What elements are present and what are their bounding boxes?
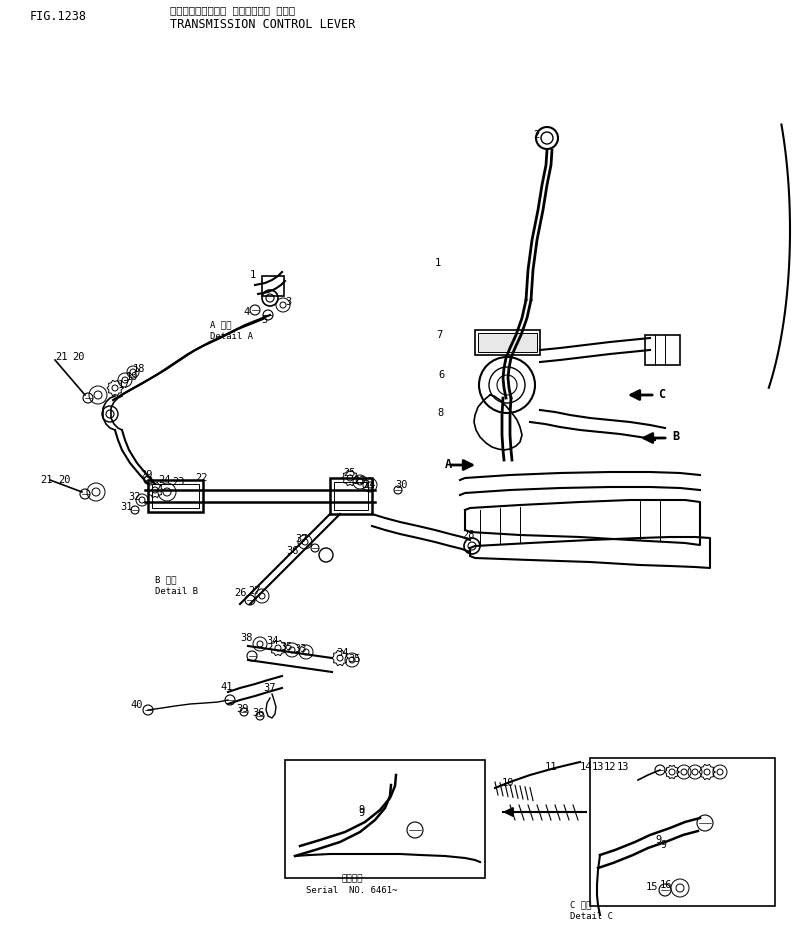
- Bar: [478, 333, 537, 352]
- Text: 28: 28: [462, 530, 475, 540]
- Text: 37: 37: [295, 534, 308, 544]
- Bar: [148, 480, 203, 512]
- Text: 19: 19: [126, 372, 138, 382]
- Text: 2: 2: [533, 130, 539, 140]
- Text: 36: 36: [286, 546, 298, 556]
- Text: B: B: [672, 430, 679, 443]
- Bar: [152, 484, 199, 508]
- Text: Detail B: Detail B: [155, 587, 198, 596]
- Text: 40: 40: [130, 700, 142, 710]
- Text: B 詳細: B 詳細: [155, 575, 176, 584]
- Text: 35: 35: [280, 642, 293, 652]
- Text: 34: 34: [336, 648, 348, 658]
- Text: TRANSMISSION CONTROL LEVER: TRANSMISSION CONTROL LEVER: [170, 18, 355, 31]
- Text: 1: 1: [250, 270, 256, 280]
- Bar: [262, 276, 284, 296]
- Text: C 詳細: C 詳細: [570, 900, 591, 909]
- Text: 25: 25: [343, 468, 355, 478]
- Text: 32: 32: [128, 492, 141, 502]
- Text: A: A: [445, 458, 452, 471]
- Text: 37: 37: [263, 683, 276, 693]
- Bar: [475, 330, 540, 355]
- Text: 30: 30: [395, 480, 408, 490]
- Text: トランスミッション コントロール レバー: トランスミッション コントロール レバー: [170, 5, 295, 15]
- Text: 23: 23: [172, 477, 184, 487]
- Text: 9: 9: [655, 835, 661, 845]
- Text: 10: 10: [502, 778, 514, 788]
- Text: 31: 31: [120, 502, 133, 512]
- Text: 9: 9: [660, 840, 666, 850]
- Text: A 詳細: A 詳細: [210, 320, 231, 329]
- Text: 39: 39: [236, 704, 249, 714]
- Text: 6: 6: [438, 370, 444, 380]
- Text: 41: 41: [220, 682, 232, 692]
- Text: 18: 18: [133, 364, 145, 374]
- Text: Serial  NO. 6461~: Serial NO. 6461~: [306, 886, 398, 895]
- Text: 8: 8: [437, 408, 444, 418]
- Text: 5: 5: [261, 315, 267, 325]
- Text: 通番号機: 通番号機: [341, 874, 363, 883]
- Text: 24: 24: [158, 475, 170, 485]
- Bar: [285, 760, 485, 878]
- Bar: [334, 482, 368, 510]
- Text: 21: 21: [55, 352, 68, 362]
- Text: 26: 26: [234, 588, 246, 598]
- Text: 21: 21: [40, 475, 52, 485]
- Text: 24: 24: [363, 480, 375, 490]
- Text: 27: 27: [248, 586, 261, 596]
- Text: 9: 9: [358, 808, 364, 818]
- Text: 13: 13: [592, 762, 604, 772]
- Text: 3: 3: [285, 297, 291, 307]
- Text: 14: 14: [580, 762, 592, 772]
- Text: 4: 4: [243, 307, 250, 317]
- Text: 35: 35: [348, 654, 360, 664]
- Text: 12: 12: [604, 762, 616, 772]
- Text: 34: 34: [266, 636, 278, 646]
- Bar: [590, 758, 775, 906]
- Text: 36: 36: [252, 708, 265, 718]
- Text: 11: 11: [545, 762, 557, 772]
- Text: 38: 38: [240, 633, 253, 643]
- Bar: [330, 478, 372, 514]
- Text: 9: 9: [358, 805, 364, 815]
- Text: FIG.1238: FIG.1238: [30, 10, 87, 23]
- Text: 22: 22: [195, 473, 207, 483]
- Text: 20: 20: [58, 475, 71, 485]
- Text: 17: 17: [118, 380, 130, 390]
- Text: 23: 23: [353, 476, 366, 486]
- Text: C: C: [658, 388, 665, 401]
- Text: 33: 33: [294, 644, 307, 654]
- Bar: [645, 335, 680, 365]
- Text: 20: 20: [72, 352, 84, 362]
- Text: Detail C: Detail C: [570, 912, 613, 921]
- Text: 16: 16: [660, 880, 673, 890]
- Text: Detail A: Detail A: [210, 332, 253, 341]
- Text: 29: 29: [140, 470, 153, 480]
- Text: 7: 7: [436, 330, 442, 340]
- Text: 15: 15: [646, 882, 658, 892]
- Text: 1: 1: [435, 258, 441, 268]
- Text: 13: 13: [617, 762, 630, 772]
